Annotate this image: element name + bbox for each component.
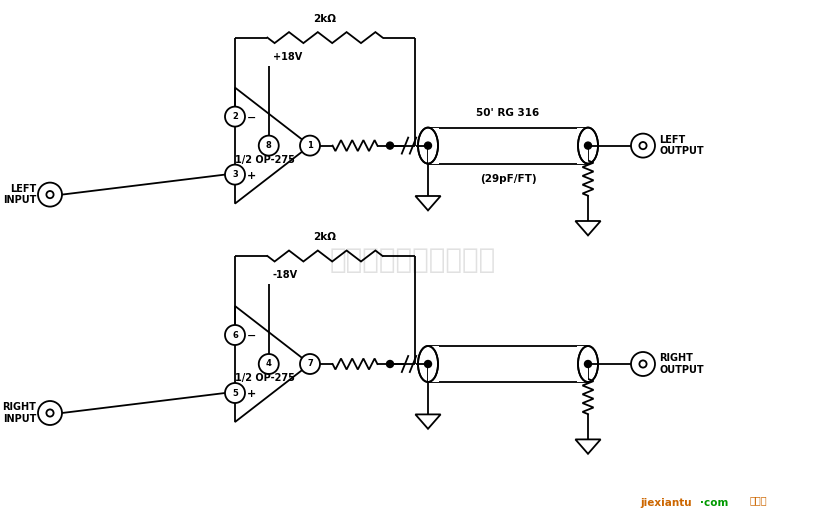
Bar	[428, 346, 588, 382]
Bar	[577, 127, 588, 164]
Text: 7: 7	[307, 359, 313, 369]
Bar	[428, 127, 588, 164]
Text: LEFT
OUTPUT: LEFT OUTPUT	[659, 135, 704, 157]
Bar	[428, 346, 439, 382]
Circle shape	[425, 360, 431, 368]
Text: 1/2 OP-275: 1/2 OP-275	[235, 154, 295, 165]
Circle shape	[585, 360, 591, 368]
Circle shape	[425, 142, 431, 149]
Circle shape	[639, 360, 647, 368]
Circle shape	[46, 409, 54, 417]
Text: 接线图: 接线图	[750, 495, 767, 505]
Circle shape	[259, 136, 278, 155]
Circle shape	[46, 191, 54, 198]
Text: 8: 8	[266, 141, 272, 150]
Text: LEFT
INPUT: LEFT INPUT	[2, 184, 36, 205]
Text: -18V: -18V	[273, 270, 298, 280]
Text: 50' RG 316: 50' RG 316	[477, 108, 539, 118]
Text: +: +	[247, 389, 256, 399]
Circle shape	[387, 142, 393, 149]
Bar	[577, 346, 588, 382]
Text: jiexiantu: jiexiantu	[640, 498, 691, 508]
Circle shape	[225, 165, 245, 185]
Text: 3: 3	[232, 170, 238, 179]
Text: RIGHT
INPUT: RIGHT INPUT	[2, 402, 36, 424]
Circle shape	[639, 142, 647, 149]
Text: +18V: +18V	[273, 51, 302, 61]
Text: 5: 5	[232, 388, 238, 397]
Circle shape	[631, 352, 655, 376]
Text: 1: 1	[307, 141, 313, 150]
Circle shape	[38, 183, 62, 206]
Circle shape	[387, 360, 393, 368]
Text: −: −	[247, 113, 256, 123]
Text: 杭州将睽科技有限公司: 杭州将睽科技有限公司	[330, 246, 496, 274]
Text: ·com: ·com	[700, 498, 729, 508]
Circle shape	[300, 136, 320, 155]
Text: RIGHT
OUTPUT: RIGHT OUTPUT	[659, 353, 704, 375]
Text: 2: 2	[232, 112, 238, 121]
Circle shape	[38, 401, 62, 425]
Text: 2kΩ: 2kΩ	[314, 232, 336, 242]
Text: 4: 4	[266, 359, 272, 369]
Text: (29pF/FT): (29pF/FT)	[480, 174, 536, 184]
Circle shape	[225, 325, 245, 345]
Circle shape	[585, 142, 591, 149]
Circle shape	[631, 134, 655, 158]
Text: 1/2 OP-275: 1/2 OP-275	[235, 373, 295, 383]
Circle shape	[225, 383, 245, 403]
Circle shape	[300, 354, 320, 374]
Text: 2kΩ: 2kΩ	[314, 14, 336, 23]
Text: +: +	[247, 171, 256, 180]
Bar	[428, 127, 439, 164]
Circle shape	[225, 107, 245, 126]
Circle shape	[259, 354, 278, 374]
Text: 6: 6	[232, 331, 238, 340]
Text: −: −	[247, 331, 256, 341]
